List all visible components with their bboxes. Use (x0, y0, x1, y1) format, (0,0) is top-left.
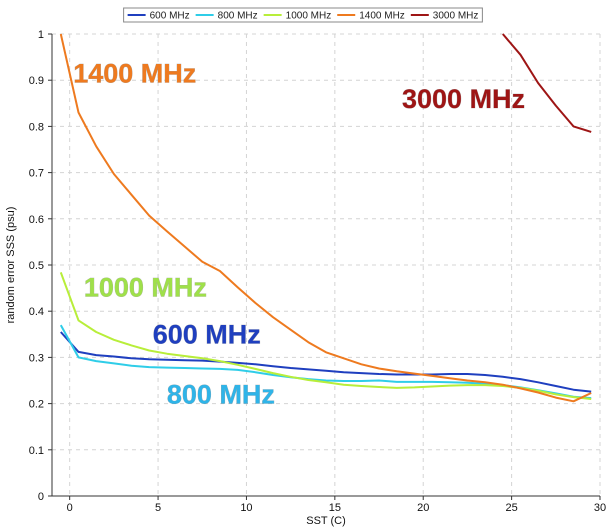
axis-ticks: 0 5 10 15 20 25 30 0 0.1 0.2 0.3 0.4 0.5 0.6 0.7 0.8 0.9… (29, 29, 606, 514)
y-tick-label: 0.3 (29, 352, 44, 364)
legend-item: 1000 MHz (263, 11, 332, 22)
legend-item: 800 MHz (195, 11, 258, 22)
y-tick-label: 0.2 (29, 399, 44, 411)
series-line (60, 331, 592, 393)
y-tick-label: 0.6 (29, 214, 44, 226)
y-axis-label: random error SSS (psu) (5, 207, 17, 324)
legend-label: 3000 MHz (433, 11, 479, 22)
series-annotation: 3000 MHz (402, 84, 525, 114)
series-annotation: 600 MHz (153, 320, 261, 350)
x-tick-label: 20 (417, 502, 429, 514)
series-line (502, 33, 592, 133)
legend-box (123, 7, 483, 23)
y-tick-label: 0.1 (29, 445, 44, 457)
y-tick-label: 0.5 (29, 260, 44, 272)
series-annotation: 1000 MHz (84, 272, 207, 302)
series-line (59, 272, 592, 400)
legend-item: 600 MHz (127, 11, 190, 22)
series-annotation: 1400 MHz (73, 59, 196, 89)
x-axis-label: SST (C) (306, 515, 346, 527)
legend-label: 1000 MHz (286, 11, 332, 22)
x-tick-label: 15 (329, 502, 341, 514)
x-tick-label: 30 (594, 502, 606, 514)
legend-label: 1400 MHz (359, 11, 405, 22)
annotations: 1400 MHz 3000 MHz 1000 MHz 600 MHz 800 MHz (73, 58, 525, 410)
y-tick-label: 1 (38, 29, 44, 41)
x-tick-label: 25 (505, 502, 517, 514)
legend-label: 800 MHz (218, 11, 258, 22)
series-annotation: 800 MHz (167, 380, 275, 410)
series-line (59, 33, 592, 403)
grid (52, 33, 601, 497)
y-tick-label: 0.8 (29, 121, 44, 133)
series-lines (59, 33, 592, 403)
legend-item: 3000 MHz (410, 11, 479, 22)
x-tick-label: 10 (240, 502, 252, 514)
y-tick-label: 0.9 (29, 75, 44, 87)
x-tick-label: 5 (155, 502, 161, 514)
legend-item: 1400 MHz (337, 11, 405, 22)
y-tick-label: 0 (38, 491, 44, 503)
legend: 600 MHz 800 MHz 1000 MHz 1400 MHz 3000 MHz (123, 7, 483, 23)
legend-label: 600 MHz (150, 11, 190, 22)
y-tick-label: 0.7 (29, 168, 44, 180)
y-tick-label: 0.4 (29, 306, 44, 318)
x-tick-label: 0 (67, 502, 73, 514)
